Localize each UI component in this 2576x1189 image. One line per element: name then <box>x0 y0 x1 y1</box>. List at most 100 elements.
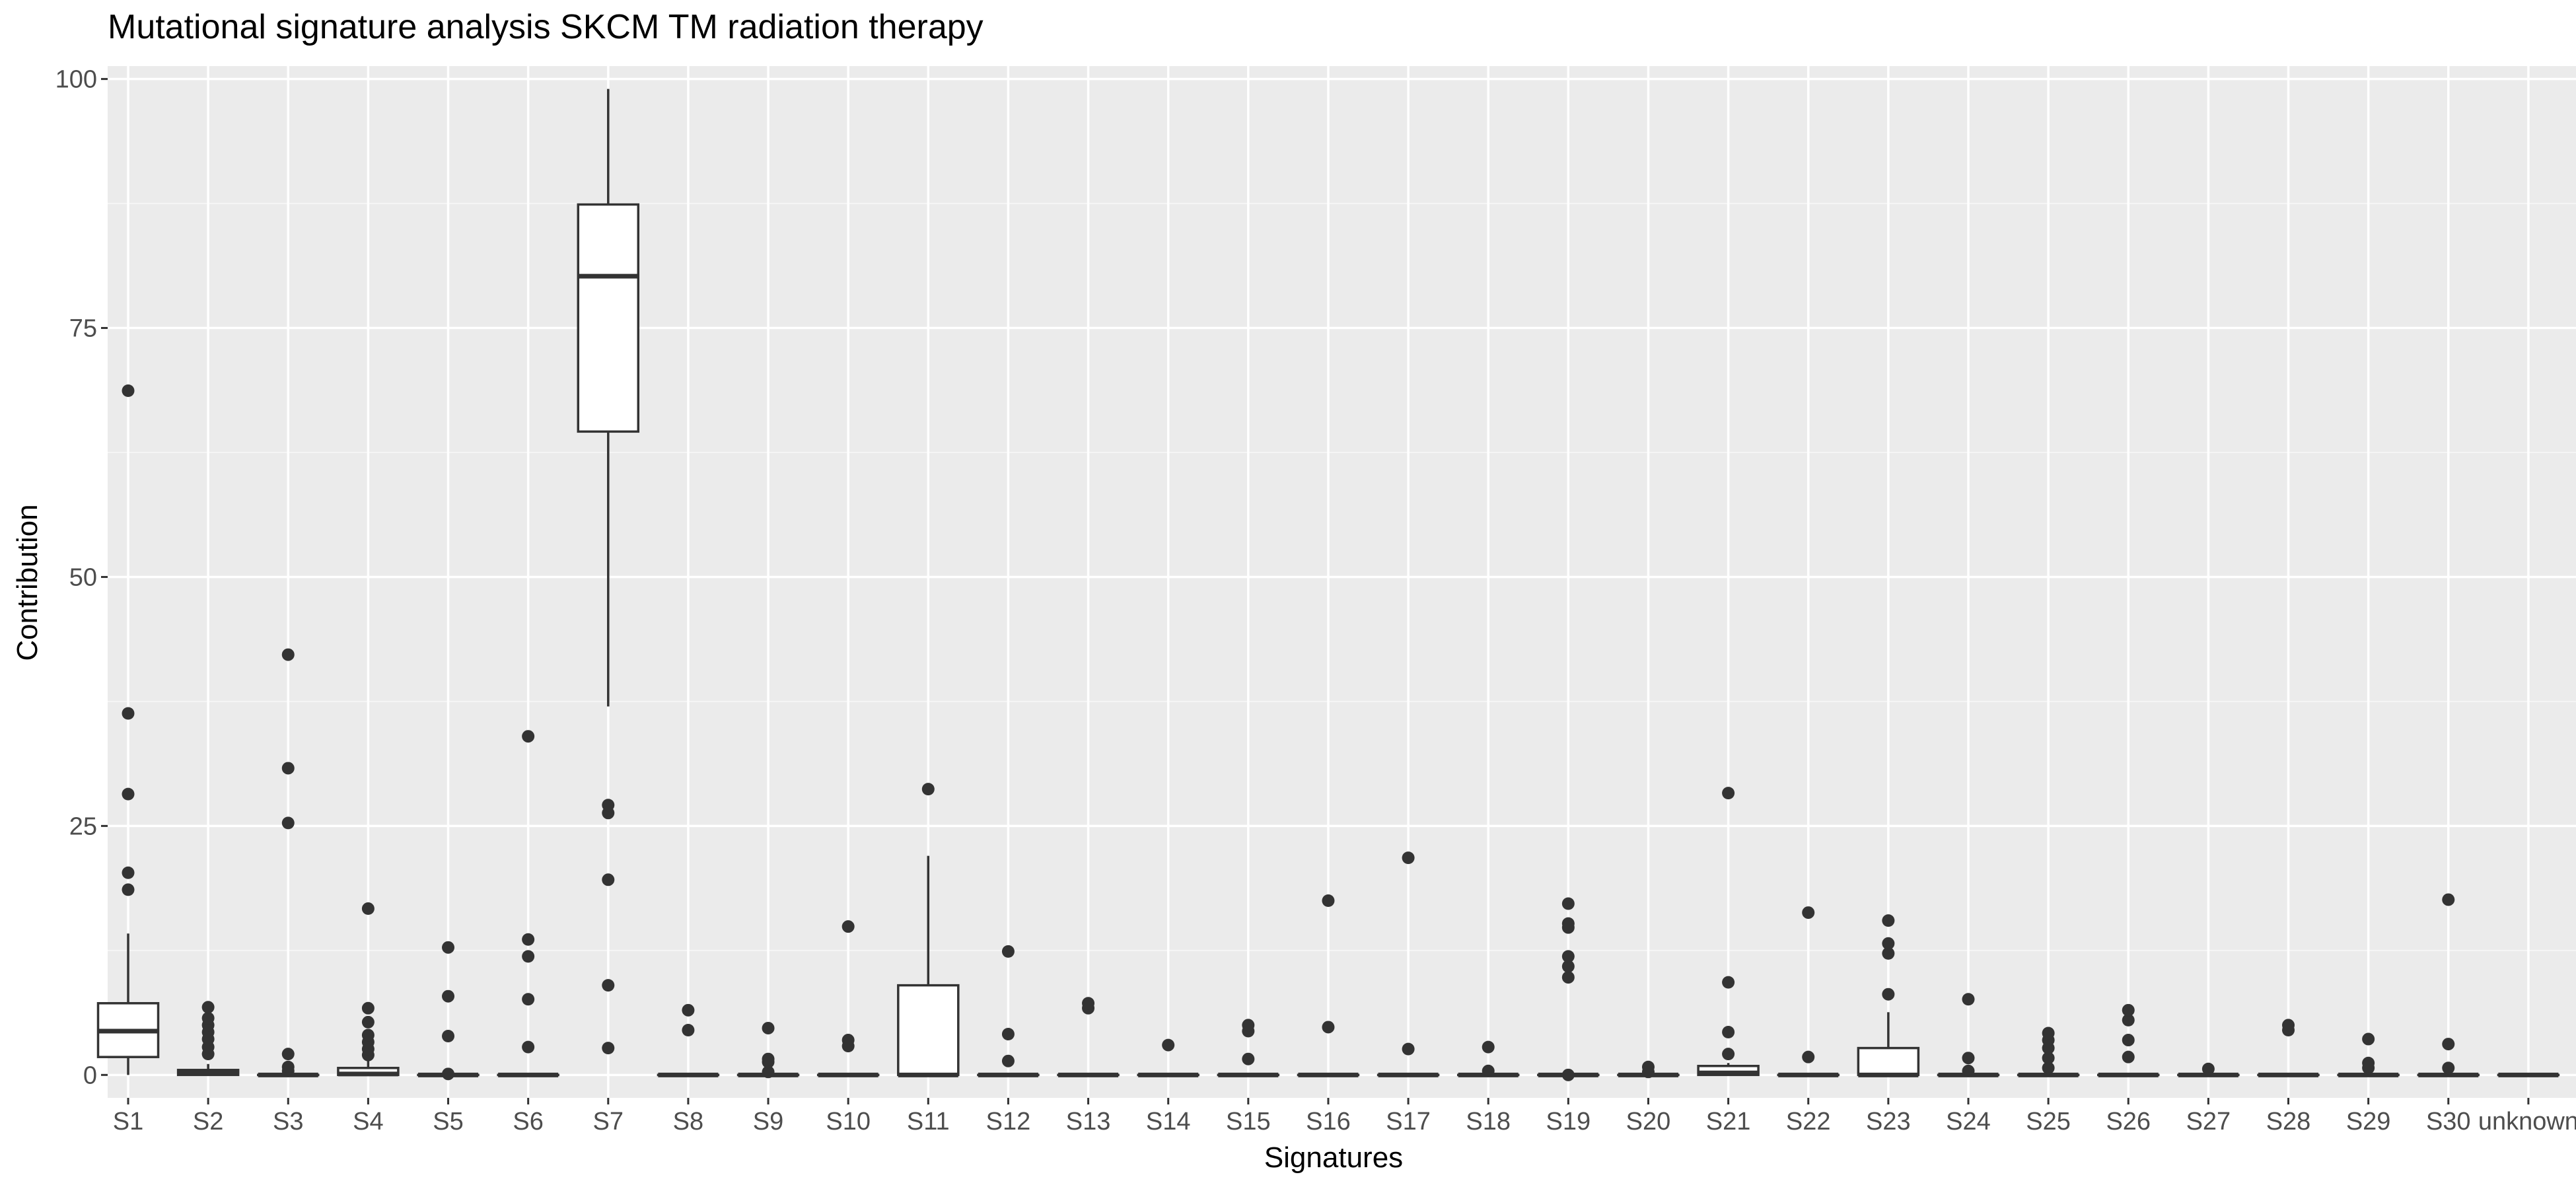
box-S19 <box>1537 897 1600 1081</box>
outlier-point <box>1561 960 1575 973</box>
x-tick-label: unknown <box>2478 1108 2576 1135</box>
x-tick-label: S10 <box>826 1108 871 1135</box>
outlier-point <box>602 1042 615 1055</box>
outlier-point <box>1001 1054 1015 1067</box>
outlier-point <box>2282 1019 2295 1032</box>
outlier-point <box>1722 1048 1735 1061</box>
x-tick-label: S5 <box>433 1108 463 1135</box>
box-S15 <box>1217 1019 1280 1077</box>
x-tick-label: S21 <box>1706 1108 1751 1135</box>
outlier-point <box>2042 1052 2055 1065</box>
outlier-point <box>361 1028 375 1042</box>
outlier-point <box>682 1003 695 1017</box>
outlier-point <box>1561 897 1575 910</box>
outlier-point <box>921 783 935 796</box>
x-tick-label: S20 <box>1626 1108 1671 1135</box>
outlier-point <box>122 707 135 720</box>
outlier-point <box>1962 1052 1975 1065</box>
box-S29 <box>2337 1032 2400 1077</box>
outlier-point <box>361 902 375 916</box>
outlier-point <box>602 873 615 886</box>
box-S24 <box>1937 993 2000 1077</box>
outlier-point <box>1722 976 1735 989</box>
x-tick-label: S3 <box>273 1108 303 1135</box>
outlier-point <box>2122 1003 2135 1017</box>
outlier-point <box>122 883 135 896</box>
y-tick-label: 0 <box>83 1062 97 1089</box>
x-tick-label: S9 <box>753 1108 783 1135</box>
x-tick-label: S12 <box>986 1108 1031 1135</box>
box-S27 <box>2177 1062 2240 1077</box>
box-S16 <box>1297 894 1360 1077</box>
box-S25 <box>2017 1027 2080 1077</box>
outlier-point <box>522 933 535 946</box>
outlier-point <box>1001 945 1015 958</box>
x-tick-label: S6 <box>513 1108 543 1135</box>
box-S17 <box>1377 851 1440 1077</box>
outlier-point <box>1882 988 1895 1001</box>
y-axis-title: Contribution <box>11 504 44 661</box>
box-S1 <box>96 384 160 1075</box>
box-S4 <box>337 902 400 1077</box>
outlier-point <box>2042 1062 2055 1075</box>
x-axis-title: Signatures <box>1264 1141 1403 1174</box>
outlier-point <box>442 1030 455 1043</box>
outlier-point <box>602 979 615 992</box>
box-S12 <box>977 945 1040 1077</box>
x-tick-label: S19 <box>1546 1108 1591 1135</box>
outlier-point <box>1242 1052 1255 1065</box>
x-tick-label: S18 <box>1466 1108 1511 1135</box>
box-iqr <box>897 984 960 1077</box>
x-tick-label: S30 <box>2426 1108 2471 1135</box>
outlier-point <box>1242 1019 1255 1032</box>
x-tick-label: S4 <box>353 1108 383 1135</box>
outlier-point <box>1962 993 1975 1006</box>
outlier-point <box>361 1001 375 1015</box>
outlier-point <box>1802 1050 1815 1063</box>
x-tick-label: S1 <box>113 1108 143 1135</box>
outlier-point <box>1001 1028 1015 1041</box>
outlier-point <box>762 1052 775 1065</box>
x-tick-label: S26 <box>2106 1108 2151 1135</box>
box-S30 <box>2417 893 2480 1077</box>
outlier-point <box>1802 906 1815 919</box>
outlier-point <box>1162 1038 1175 1052</box>
outlier-point <box>762 1021 775 1034</box>
box-layer <box>96 89 2560 1081</box>
box-S7 <box>577 89 640 1055</box>
outlier-point <box>522 950 535 963</box>
outlier-point <box>442 941 455 954</box>
outlier-point <box>682 1023 695 1036</box>
box-S26 <box>2097 1003 2160 1077</box>
outlier-point <box>522 730 535 743</box>
axes: 0 25 50 75 100 S1 S2 S3 S4 S5 S6 S7 S8 S9 S10 S11 S12 S13… <box>55 66 2576 1135</box>
box-S11 <box>897 783 960 1077</box>
outlier-point <box>1322 894 1335 907</box>
box-iqr <box>577 203 640 433</box>
outlier-point <box>122 384 135 398</box>
outlier-point <box>2442 1038 2455 1051</box>
outlier-point <box>1322 1021 1335 1034</box>
outlier-point <box>1561 950 1575 963</box>
box-S20 <box>1617 1060 1680 1079</box>
outlier-point <box>442 1067 455 1081</box>
outlier-point <box>1722 1025 1735 1038</box>
outlier-point <box>2362 1056 2375 1069</box>
chart-title: Mutational signature analysis SKCM TM ra… <box>108 8 984 46</box>
box-S10 <box>816 920 880 1077</box>
box-S23 <box>1857 914 1920 1077</box>
box-S2 <box>176 1001 240 1077</box>
outlier-point <box>841 920 855 933</box>
x-tick-label: S17 <box>1386 1108 1431 1135</box>
x-tick-label: S14 <box>1146 1108 1191 1135</box>
outlier-point <box>2122 1050 2135 1063</box>
x-tick-label: S11 <box>907 1108 950 1135</box>
outlier-point <box>281 816 295 830</box>
box-S3 <box>257 648 320 1077</box>
box-iqr <box>1857 1046 1920 1077</box>
outlier-point <box>1402 1042 1415 1056</box>
outlier-point <box>1722 787 1735 800</box>
box-S21 <box>1697 787 1760 1077</box>
